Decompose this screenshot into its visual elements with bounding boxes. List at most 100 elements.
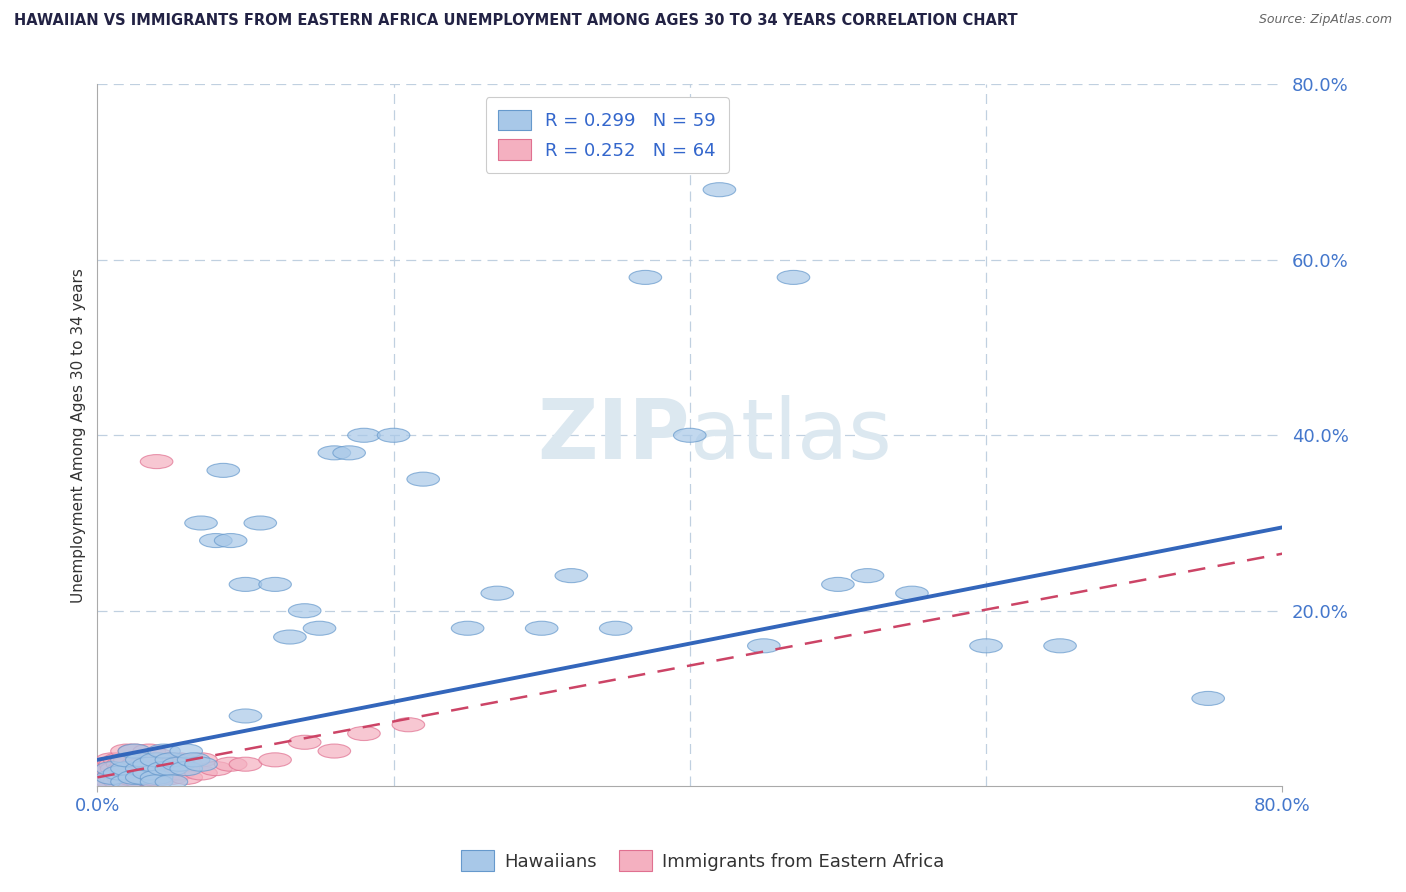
Ellipse shape [111,762,143,776]
Ellipse shape [184,757,218,772]
Ellipse shape [91,766,124,780]
Text: HAWAIIAN VS IMMIGRANTS FROM EASTERN AFRICA UNEMPLOYMENT AMONG AGES 30 TO 34 YEAR: HAWAIIAN VS IMMIGRANTS FROM EASTERN AFRI… [14,13,1018,29]
Ellipse shape [851,568,884,582]
Ellipse shape [555,568,588,582]
Ellipse shape [207,463,239,477]
Ellipse shape [214,533,247,548]
Ellipse shape [392,718,425,731]
Ellipse shape [141,775,173,789]
Ellipse shape [107,757,139,772]
Ellipse shape [673,428,706,442]
Ellipse shape [134,772,166,786]
Ellipse shape [89,771,121,784]
Ellipse shape [1043,639,1077,653]
Ellipse shape [184,516,218,530]
Ellipse shape [155,771,187,784]
Ellipse shape [128,771,162,784]
Ellipse shape [118,762,150,776]
Ellipse shape [599,621,633,635]
Ellipse shape [121,769,153,782]
Ellipse shape [108,772,141,786]
Ellipse shape [155,775,187,789]
Ellipse shape [141,762,173,776]
Text: atlas: atlas [690,395,891,475]
Ellipse shape [141,772,173,786]
Ellipse shape [170,771,202,784]
Ellipse shape [141,771,173,784]
Ellipse shape [896,586,928,600]
Ellipse shape [304,621,336,635]
Ellipse shape [114,753,146,767]
Ellipse shape [821,577,855,591]
Ellipse shape [103,766,136,780]
Ellipse shape [125,766,157,780]
Ellipse shape [214,757,247,772]
Y-axis label: Unemployment Among Ages 30 to 34 years: Unemployment Among Ages 30 to 34 years [72,268,86,603]
Text: Source: ZipAtlas.com: Source: ZipAtlas.com [1258,13,1392,27]
Ellipse shape [229,577,262,591]
Text: ZIP: ZIP [537,395,690,475]
Ellipse shape [170,757,202,772]
Ellipse shape [111,753,143,767]
Ellipse shape [134,744,166,758]
Ellipse shape [288,604,321,618]
Ellipse shape [125,753,157,767]
Ellipse shape [100,762,134,776]
Ellipse shape [406,472,440,486]
Ellipse shape [1192,691,1225,706]
Ellipse shape [184,753,218,767]
Ellipse shape [128,757,162,772]
Ellipse shape [93,775,125,789]
Ellipse shape [89,762,121,776]
Ellipse shape [98,757,131,772]
Ellipse shape [148,744,180,758]
Ellipse shape [170,762,202,776]
Ellipse shape [481,586,513,600]
Ellipse shape [103,753,136,767]
Ellipse shape [134,757,166,772]
Ellipse shape [184,766,218,780]
Ellipse shape [347,428,380,442]
Ellipse shape [333,446,366,460]
Ellipse shape [229,757,262,772]
Ellipse shape [96,753,128,767]
Ellipse shape [111,766,143,780]
Ellipse shape [111,775,143,789]
Ellipse shape [89,775,121,789]
Ellipse shape [778,270,810,285]
Ellipse shape [148,769,180,782]
Ellipse shape [111,744,143,758]
Ellipse shape [318,446,350,460]
Ellipse shape [121,757,153,772]
Ellipse shape [274,630,307,644]
Ellipse shape [96,762,128,776]
Ellipse shape [134,766,166,780]
Ellipse shape [125,762,157,776]
Ellipse shape [96,775,128,789]
Ellipse shape [111,757,143,772]
Ellipse shape [245,516,277,530]
Ellipse shape [200,762,232,776]
Ellipse shape [91,772,124,786]
Ellipse shape [125,771,157,784]
Legend: R = 0.299   N = 59, R = 0.252   N = 64: R = 0.299 N = 59, R = 0.252 N = 64 [485,97,728,173]
Ellipse shape [703,183,735,197]
Ellipse shape [148,762,180,776]
Ellipse shape [155,762,187,776]
Ellipse shape [163,757,195,772]
Ellipse shape [163,753,195,767]
Ellipse shape [628,270,662,285]
Ellipse shape [125,775,157,789]
Ellipse shape [103,775,136,789]
Ellipse shape [148,757,180,772]
Ellipse shape [118,772,150,786]
Ellipse shape [118,744,150,758]
Ellipse shape [141,753,173,767]
Ellipse shape [111,775,143,789]
Ellipse shape [93,764,125,777]
Ellipse shape [259,753,291,767]
Ellipse shape [748,639,780,653]
Ellipse shape [138,766,170,780]
Legend: Hawaiians, Immigrants from Eastern Africa: Hawaiians, Immigrants from Eastern Afric… [454,843,952,879]
Ellipse shape [96,771,128,784]
